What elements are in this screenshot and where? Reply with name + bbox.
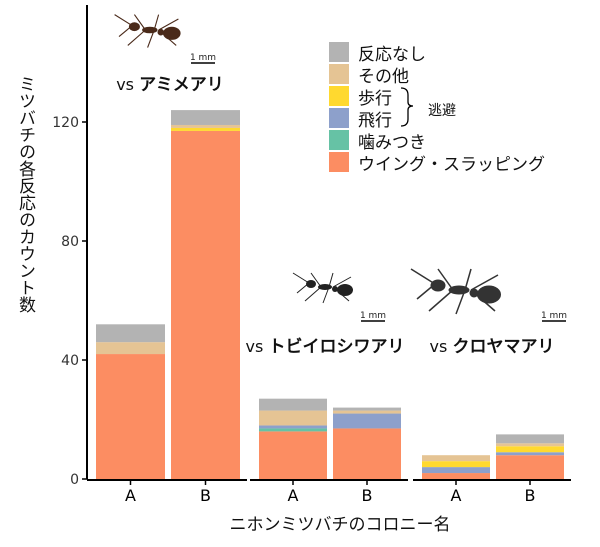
ant-photo-tobiiroshiwaari: [292, 272, 353, 304]
ant-name: トビイロシワアリ: [268, 337, 405, 357]
bar-segment-none: [496, 434, 564, 444]
legend-label: 反応なし: [358, 44, 426, 65]
legend-label: 歩行: [358, 88, 392, 109]
legend-group-label: 逃避: [428, 103, 456, 119]
bar-segment-wing: [259, 431, 327, 479]
ant-photo-kuroyamaari: [410, 268, 501, 315]
x-tick-label: B: [362, 486, 373, 505]
x-tick-label: A: [125, 486, 136, 505]
y-tick-label: 0: [70, 472, 79, 488]
bar-segment-walk: [171, 127, 240, 131]
vs-label: vs: [429, 337, 448, 356]
bar-segment-other: [496, 443, 564, 447]
legend-item-bite: 噛みつき: [329, 129, 545, 153]
bar-segment-other: [333, 410, 401, 414]
legend: 反応なし その他 歩行 飛行 噛みつき ウイング・スラッピング: [329, 41, 545, 175]
bar-segment-none: [259, 398, 327, 411]
legend-swatch: [329, 108, 349, 128]
x-tick-label: A: [288, 486, 299, 505]
legend-item-fly: 飛行: [329, 107, 545, 131]
bar-segment-bite: [259, 428, 327, 432]
legend-item-other: その他: [329, 63, 545, 87]
panel-title-2: vs トビイロシワアリ: [246, 332, 405, 357]
y-tick-label: 120: [52, 115, 79, 131]
scale-bar-label: 1 mm: [360, 311, 386, 321]
legend-label: 飛行: [358, 110, 392, 131]
bar-segment-walk: [496, 446, 564, 453]
ant-name: クロヤマアリ: [452, 337, 555, 357]
bar-segment-fly: [333, 413, 401, 429]
x-axis-title: ニホンミツバチのコロニー名: [229, 515, 451, 535]
bar-segment-wing: [333, 428, 401, 479]
legend-label: 噛みつき: [358, 132, 426, 153]
y-tick-label: 80: [61, 234, 79, 250]
bar-segment-none: [171, 110, 240, 125]
legend-swatch: [329, 64, 349, 84]
bar-segment-other: [259, 410, 327, 426]
legend-swatch: [329, 152, 349, 172]
ant-photo-amimeari: [114, 14, 181, 48]
x-tick-label: A: [451, 486, 462, 505]
legend-swatch: [329, 42, 349, 62]
bar-segment-wing: [171, 130, 240, 480]
legend-swatch: [329, 86, 349, 106]
bar-segment-wing: [496, 455, 564, 479]
x-tick-label: B: [200, 486, 211, 505]
bar-segment-wing: [96, 354, 165, 479]
bar-segment-other: [171, 124, 240, 128]
legend-item-none: 反応なし: [329, 41, 545, 65]
legend-swatch: [329, 130, 349, 150]
legend-brace: [400, 87, 414, 127]
bar-segment-wing: [422, 473, 490, 479]
ant-name: アミメアリ: [139, 75, 224, 95]
bar-segment-other: [422, 455, 490, 462]
x-tick-label: B: [525, 486, 536, 505]
bar-segment-fly: [259, 425, 327, 429]
bar-segment-none: [96, 324, 165, 343]
legend-item-wing: ウイング・スラッピング: [329, 151, 545, 175]
legend-label: ウイング・スラッピング: [358, 154, 545, 175]
legend-item-walk: 歩行: [329, 85, 545, 109]
y-tick-label: 40: [61, 353, 79, 369]
panel-title-1: vs アミメアリ: [116, 70, 224, 95]
vs-label: vs: [245, 337, 264, 356]
y-axis-title: ミツバチの各反応のカウント数: [15, 75, 35, 313]
legend-label: その他: [358, 66, 409, 87]
panel-title-3: vs クロヤマアリ: [430, 332, 555, 357]
bar-segment-none: [333, 407, 401, 411]
bar-segment-walk: [422, 461, 490, 468]
scale-bar-label: 1 mm: [190, 53, 216, 63]
bar-segment-fly: [496, 452, 564, 456]
bar-segment-other: [96, 342, 165, 355]
vs-label: vs: [116, 75, 135, 94]
bar-segment-fly: [422, 467, 490, 474]
scale-bar-label: 1 mm: [541, 311, 567, 321]
